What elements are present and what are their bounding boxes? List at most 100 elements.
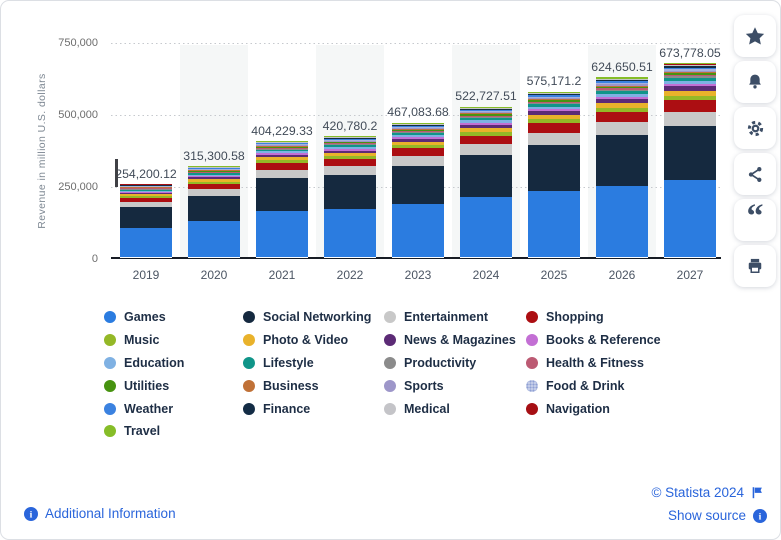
- bar-segment-lifestyle[interactable]: [324, 145, 376, 147]
- bar-segment-games[interactable]: [596, 185, 648, 257]
- bar-segment-health-fitness[interactable]: [392, 130, 444, 132]
- bar-segment-news-magazines[interactable]: [392, 138, 444, 142]
- bar-segment-weather[interactable]: [528, 95, 580, 97]
- bar-segment-weather[interactable]: [664, 67, 716, 70]
- bar-segment-sports[interactable]: [256, 145, 308, 147]
- bar-segment-education[interactable]: [460, 120, 512, 123]
- bar-segment-photo-video[interactable]: [528, 114, 580, 120]
- legend-item-utilities[interactable]: Utilities: [104, 374, 243, 397]
- bar-segment-games[interactable]: [664, 179, 716, 257]
- bar-2021[interactable]: 404,229.33 2021: [251, 124, 313, 282]
- bar-segment-music[interactable]: [460, 131, 512, 136]
- bar-segment-productivity[interactable]: [460, 116, 512, 119]
- bar-segment-finance[interactable]: [664, 66, 716, 68]
- bar-segment-entertainment[interactable]: [528, 132, 580, 145]
- legend-item-navigation[interactable]: Navigation: [526, 397, 744, 420]
- bar-segment-news-magazines[interactable]: [460, 124, 512, 128]
- bar-segment-food-drink[interactable]: [392, 126, 444, 128]
- bar-segment-travel[interactable]: [664, 63, 716, 65]
- bar-segment-business[interactable]: [256, 146, 308, 147]
- bar-segment-shopping[interactable]: [324, 159, 376, 167]
- bar-segment-business[interactable]: [392, 128, 444, 130]
- bar-segment-food-drink[interactable]: [528, 96, 580, 98]
- bar-2025[interactable]: 575,171.2 2025: [527, 74, 582, 282]
- bar-segment-music[interactable]: [188, 181, 240, 184]
- bar-segment-travel[interactable]: [528, 91, 580, 93]
- bar-segment-health-fitness[interactable]: [528, 101, 580, 103]
- bar-segment-education[interactable]: [664, 80, 716, 84]
- bar-segment-travel[interactable]: [188, 166, 240, 167]
- bar-segment-games[interactable]: [528, 191, 580, 257]
- bar-segment-photo-video[interactable]: [392, 141, 444, 146]
- bar-segment-entertainment[interactable]: [120, 202, 172, 208]
- bar-segment-medical[interactable]: [528, 93, 580, 95]
- bar-segment-navigation[interactable]: [256, 141, 308, 143]
- bar-segment-entertainment[interactable]: [392, 156, 444, 166]
- bar-segment-finance[interactable]: [528, 94, 580, 96]
- bar-segment-entertainment[interactable]: [188, 189, 240, 196]
- bar-segment-social-networking[interactable]: [664, 125, 716, 180]
- bar-segment-travel[interactable]: [460, 106, 512, 108]
- bar-segment-books-reference[interactable]: [188, 176, 240, 178]
- bar-segment-utilities[interactable]: [324, 142, 376, 144]
- bar-segment-photo-video[interactable]: [120, 194, 172, 197]
- bar-segment-sports[interactable]: [596, 84, 648, 86]
- legend-item-photo-video[interactable]: Photo & Video: [243, 329, 384, 352]
- bar-segment-lifestyle[interactable]: [460, 118, 512, 121]
- legend-item-music[interactable]: Music: [104, 329, 243, 352]
- bar-segment-food-drink[interactable]: [460, 111, 512, 113]
- statista-copyright-link[interactable]: © Statista 2024: [651, 485, 764, 500]
- bar-segment-sports[interactable]: [528, 97, 580, 100]
- bar-segment-productivity[interactable]: [324, 144, 376, 146]
- bar-segment-utilities[interactable]: [392, 129, 444, 131]
- show-source-link[interactable]: Show source i: [668, 508, 767, 523]
- bar-segment-medical[interactable]: [596, 79, 648, 81]
- bar-segment-social-networking[interactable]: [188, 195, 240, 221]
- bar-segment-business[interactable]: [528, 99, 580, 101]
- bar-segment-books-reference[interactable]: [392, 137, 444, 139]
- bar-segment-photo-video[interactable]: [256, 157, 308, 161]
- bar-segment-finance[interactable]: [256, 142, 308, 144]
- bar-segment-social-networking[interactable]: [528, 144, 580, 192]
- bar-segment-games[interactable]: [120, 227, 172, 257]
- bar-segment-entertainment[interactable]: [460, 144, 512, 156]
- bar-segment-news-magazines[interactable]: [188, 177, 240, 180]
- bar-segment-books-reference[interactable]: [528, 109, 580, 112]
- bar-segment-books-reference[interactable]: [664, 83, 716, 87]
- bar-segment-utilities[interactable]: [664, 73, 716, 75]
- cite-button[interactable]: “: [734, 199, 776, 241]
- bar-segment-lifestyle[interactable]: [664, 78, 716, 81]
- bar-segment-health-fitness[interactable]: [120, 188, 172, 189]
- bar-segment-music[interactable]: [528, 119, 580, 124]
- bar-segment-health-fitness[interactable]: [596, 88, 648, 90]
- bar-segment-health-fitness[interactable]: [664, 74, 716, 77]
- bar-segment-business[interactable]: [324, 141, 376, 143]
- bar-segment-education[interactable]: [188, 174, 240, 177]
- legend-item-travel[interactable]: Travel: [104, 420, 243, 443]
- legend-item-shopping[interactable]: Shopping: [526, 306, 744, 329]
- bar-segment-entertainment[interactable]: [596, 122, 648, 136]
- bar-segment-food-drink[interactable]: [256, 144, 308, 146]
- bar-segment-food-drink[interactable]: [120, 186, 172, 187]
- bar-segment-social-networking[interactable]: [120, 207, 172, 228]
- bar-segment-productivity[interactable]: [188, 172, 240, 174]
- bar-segment-music[interactable]: [664, 95, 716, 101]
- bar-segment-finance[interactable]: [460, 109, 512, 111]
- additional-information-link[interactable]: i Additional Information: [24, 506, 176, 521]
- bar-segment-education[interactable]: [392, 134, 444, 138]
- notifications-button[interactable]: [734, 61, 776, 103]
- legend-item-news-magazines[interactable]: News & Magazines: [384, 329, 526, 352]
- bar-segment-travel[interactable]: [120, 183, 172, 185]
- bar-2020[interactable]: 315,300.58 2020: [183, 149, 245, 282]
- bar-segment-shopping[interactable]: [120, 197, 172, 203]
- bar-segment-utilities[interactable]: [528, 100, 580, 102]
- bar-segment-weather[interactable]: [120, 185, 172, 187]
- bar-segment-education[interactable]: [256, 151, 308, 154]
- bar-segment-finance[interactable]: [392, 124, 444, 126]
- bar-segment-books-reference[interactable]: [120, 191, 172, 193]
- bar-segment-navigation[interactable]: [596, 78, 648, 80]
- bar-segment-photo-video[interactable]: [596, 102, 648, 108]
- bar-segment-sports[interactable]: [120, 186, 172, 188]
- bar-segment-productivity[interactable]: [120, 188, 172, 190]
- bar-segment-business[interactable]: [188, 170, 240, 171]
